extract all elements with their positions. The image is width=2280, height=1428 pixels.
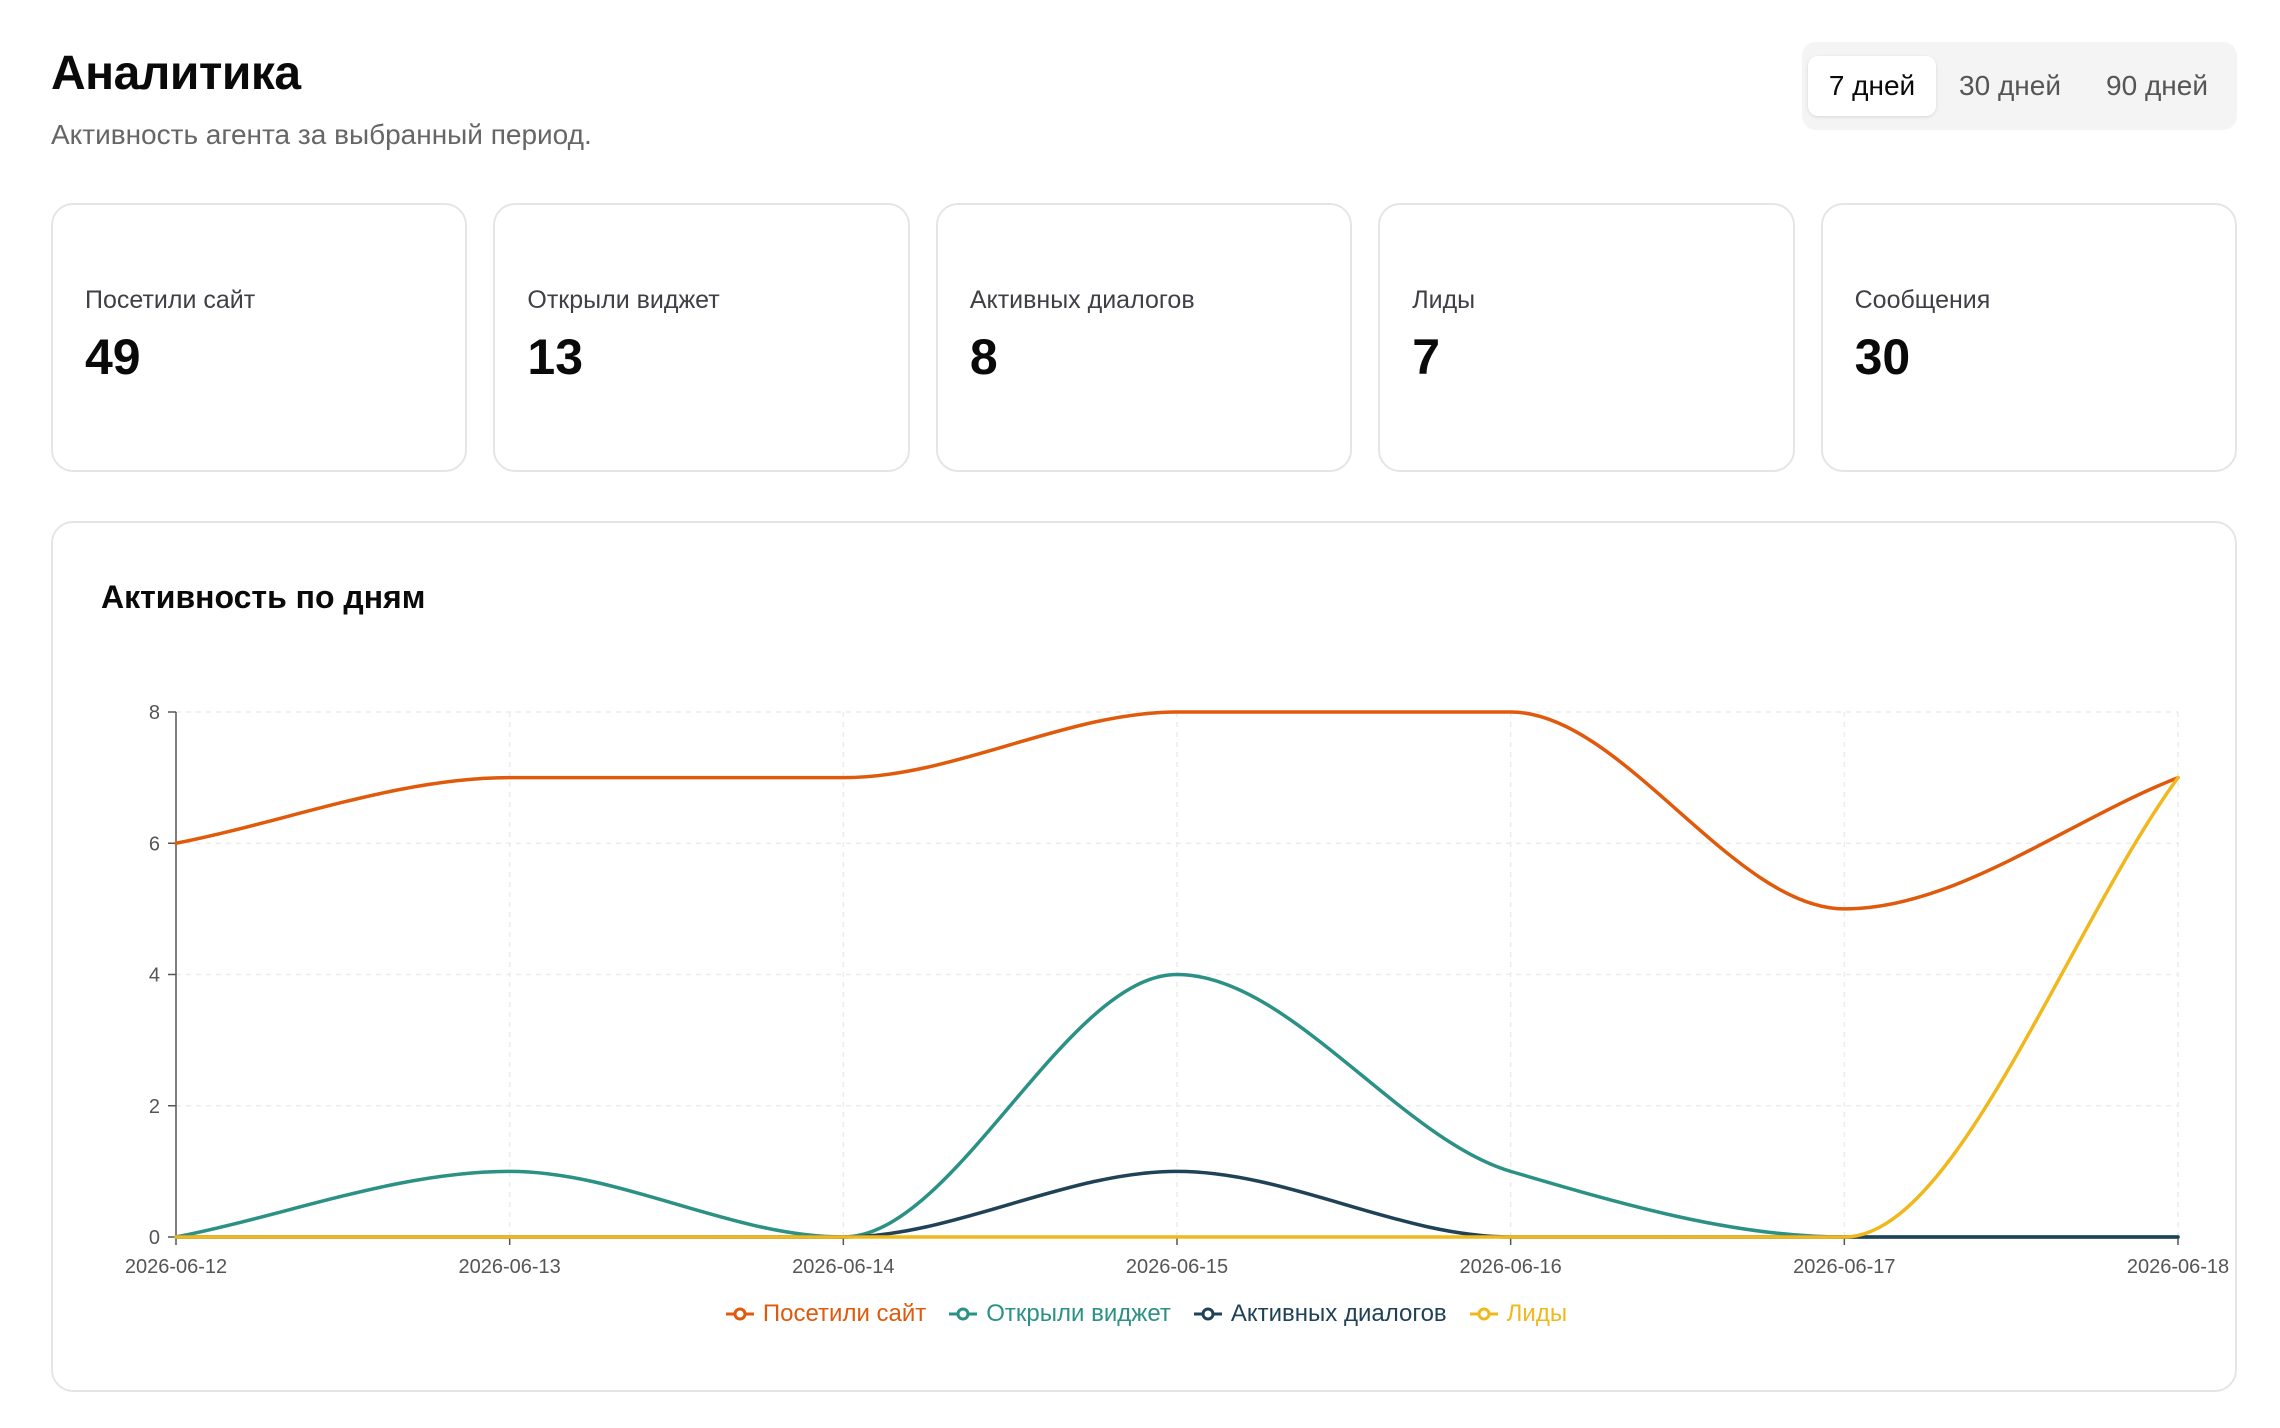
- y-tick-label: 6: [149, 833, 160, 855]
- chart-legend: Посетили сайт Открыли виджет Активных диал…: [53, 1299, 2239, 1329]
- stat-label: Посетили сайт: [85, 286, 256, 314]
- legend-item-1[interactable]: Открыли виджет: [948, 1299, 1171, 1329]
- page-subtitle: Активность агента за выбранный период.: [51, 119, 592, 150]
- series-line-3: [174, 775, 2180, 1239]
- legend-marker-icon: [949, 1307, 978, 1321]
- legend-item-0[interactable]: Посетили сайт: [725, 1299, 926, 1329]
- period-switch: 7 дней 30 дней 90 дней: [1802, 42, 2237, 130]
- x-tick-label: 2026-06-14: [792, 1256, 894, 1278]
- activity-line-chart: 0 2 4 6 8 2026-06-12 2026-06-13 2026-06-14 2026-…: [125, 702, 2229, 1278]
- stat-value: 30: [1854, 329, 1911, 385]
- stat-card-messages: Сообщения 30: [1820, 203, 2238, 472]
- stat-label: Открыли виджет: [527, 286, 720, 314]
- period-90-days-button[interactable]: 90 дней: [2106, 70, 2208, 101]
- legend-label: Открыли виджет: [986, 1300, 1171, 1327]
- series-line-0: [174, 710, 2180, 911]
- y-tick-label: 8: [149, 702, 160, 724]
- stat-card-active-dialogs: Активных диалогов 8: [935, 203, 1353, 472]
- legend-item-2[interactable]: Активных диалогов: [1193, 1299, 1447, 1329]
- chart-title: Активность по дням: [101, 579, 426, 615]
- stat-label: Сообщения: [1854, 286, 1991, 314]
- stat-label: Активных диалогов: [969, 286, 1195, 314]
- stat-value: 8: [969, 329, 998, 385]
- x-tick-label: 2026-06-13: [459, 1256, 561, 1278]
- y-tick-label: 0: [149, 1227, 160, 1249]
- x-tick-label: 2026-06-15: [1126, 1256, 1228, 1278]
- period-7-days-button[interactable]: 7 дней: [1808, 56, 1936, 116]
- stat-card-opened-widget: Открыли виджет 13: [493, 203, 910, 472]
- legend-marker-icon: [1193, 1307, 1222, 1321]
- page-header: Аналитика Активность агента за выбранный…: [51, 44, 592, 152]
- stat-value: 49: [85, 329, 141, 385]
- page-title: Аналитика: [51, 47, 301, 100]
- stats-row: Посетили сайт 49 Открыли виджет 13 Актив…: [51, 203, 2238, 472]
- x-tick-label: 2026-06-16: [1460, 1256, 1562, 1278]
- legend-label: Посетили сайт: [762, 1300, 927, 1327]
- x-tick-label: 2026-06-17: [1793, 1256, 1895, 1278]
- legend-marker-icon: [1469, 1307, 1498, 1321]
- stat-card-visited-site: Посетили сайт 49: [51, 203, 468, 472]
- x-tick-label: 2026-06-18: [2127, 1256, 2229, 1278]
- stat-value: 7: [1412, 329, 1441, 385]
- legend-marker-icon: [725, 1307, 754, 1321]
- legend-label: Активных диалогов: [1230, 1300, 1447, 1327]
- y-tick-label: 2: [149, 1096, 160, 1118]
- legend-item-3[interactable]: Лиды: [1469, 1299, 1567, 1329]
- y-tick-label: 4: [149, 965, 160, 987]
- legend-label: Лиды: [1506, 1300, 1568, 1327]
- x-tick-label: 2026-06-12: [125, 1256, 227, 1278]
- stat-value: 13: [527, 329, 584, 385]
- stat-card-leads: Лиды 7: [1378, 203, 1795, 472]
- period-30-days-button[interactable]: 30 дней: [1959, 70, 2061, 101]
- activity-chart-card: Активность по дням 0 2 4 6 8 2026-06-12 2026-0…: [51, 521, 2237, 1392]
- stat-label: Лиды: [1412, 286, 1476, 314]
